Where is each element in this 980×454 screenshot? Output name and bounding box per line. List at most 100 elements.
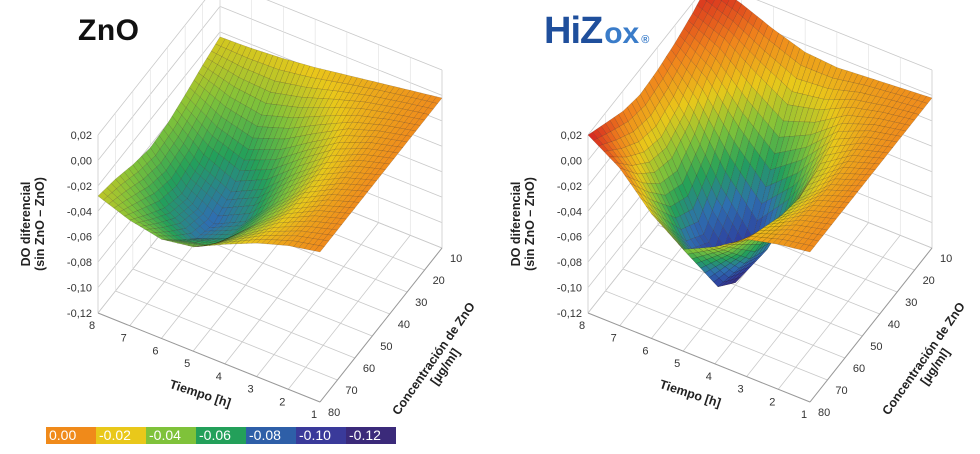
chart-panel-hizox: HiZ ox ® 0,02 0,00 -0,02 -0,04 -0,06 -0,08 -0,10… [490,0,980,420]
axis-ticks: 0,02 0,00 -0,02 -0,04 -0,06 -0,08 -0,10 -0,12 1 2… [557,130,952,420]
z-tick-label: 0,00 [561,155,582,167]
y-tick-label: 70 [345,385,357,397]
z-grid-line [756,0,933,71]
x-tick-label: 6 [152,345,158,357]
surface-patch [203,244,214,247]
z-tick-label: -0,12 [67,308,92,320]
z-grid-line [266,0,443,71]
y-axis-label-line1: Concentración de ZnO [390,300,479,418]
color-scale-swatch: -0.02 [96,427,146,444]
y-tick-label: 20 [433,275,445,287]
y-tick-label: 60 [363,363,375,375]
z-tick-label: -0,06 [67,232,92,244]
z-tick-label: -0,12 [557,308,582,320]
x-tick-label: 2 [769,396,775,408]
x-axis-label: Tiempo [h] [658,377,723,410]
x-tick-label: 3 [738,384,744,396]
y-axis-label: Concentración de ZnO[µg/ml] [880,300,980,420]
y-tick-label: 30 [415,297,427,309]
color-scale-swatch: -0.10 [296,427,346,444]
x-tick-label: 5 [184,358,190,370]
surface-patch [598,144,609,152]
y-tick-label: 80 [328,407,340,419]
y-tick-label: 60 [853,363,865,375]
surface-patch [735,238,746,242]
surface-patch [171,241,182,244]
z-tick-label: 0,02 [561,130,582,142]
z-tick-label: -0,04 [557,206,582,218]
y-tick-label: 40 [888,319,900,331]
surface [587,0,933,288]
surface-patch [287,240,299,247]
x-tick-label: 4 [216,371,222,383]
y-axis-label: Concentración de ZnO[µg/ml] [390,300,490,420]
logo-hiz-text: HiZ [544,10,603,52]
surface-patch [693,247,704,253]
y-tick-label: 80 [818,407,830,419]
surface-patch [314,245,325,253]
y-tick-label: 50 [380,341,392,353]
floor-grid-line [622,268,846,359]
x-tick-label: 1 [801,409,807,420]
logo-registered-mark: ® [641,34,650,46]
y-tick-label: 20 [923,275,935,287]
chart-panel-zno: ZnO 0,02 0,00 -0,02 -0,04 -0,06 -0,08 -0,10 -0,… [0,0,490,420]
floor-grid-line [605,290,828,381]
floor-grid-line [640,246,863,337]
floor-grid-line [746,222,869,377]
floor-grid-line [287,235,411,390]
z-grid-line [219,6,443,96]
z-grid-line [587,0,696,136]
surface-patch [224,241,235,245]
z-axis-label: DO diferencial(sin ZnO – ZnO) [19,177,47,271]
floor-edge [587,312,811,403]
floor-grid-line [256,222,379,377]
floor-grid-line [132,268,356,359]
x-tick-label: 3 [248,384,254,396]
color-scale-swatch: -0.08 [246,427,296,444]
surface-patch [703,247,715,251]
z-axis-label-line1: DO diferencial [509,182,523,267]
surface-patch [608,156,620,164]
x-tick-label: 1 [311,409,317,420]
surface-patch [187,245,198,248]
surface-patch [656,219,667,230]
z-axis-label-line2: (sin ZnO – ZnO) [523,177,537,271]
surface [97,36,443,253]
surface-patch [804,245,815,253]
y-tick-label: 50 [870,341,882,353]
hizox-logo: HiZ ox ® [544,10,649,53]
z-tick-label: -0,08 [67,257,92,269]
x-tick-label: 8 [579,320,585,332]
x-tick-label: 4 [706,371,712,383]
z-tick-label: -0,08 [557,257,582,269]
color-scale-swatch: -0.12 [346,427,396,444]
surface-patch [629,182,641,194]
color-scale-swatch: -0.04 [146,427,196,444]
z-grid-line [97,0,206,136]
x-tick-label: 8 [89,320,95,332]
surface-patch [182,243,193,246]
z-grid-line [97,31,221,187]
z-tick-label: -0,06 [557,232,582,244]
z-tick-label: 0,02 [71,130,92,142]
x-tick-label: 7 [121,333,127,345]
x-tick-label: 5 [674,358,680,370]
y-tick-label: 30 [905,297,917,309]
surface-patch [730,240,741,244]
surface-patch [725,242,736,245]
surface-patch [667,231,678,242]
y-tick-label: 40 [398,319,410,331]
floor-edge [319,247,443,403]
surface-chart-zno: 0,02 0,00 -0,02 -0,04 -0,06 -0,08 -0,10 -0,12 1 2… [19,0,490,420]
floor-edge [97,312,321,403]
surface-chart-hizox: 0,02 0,00 -0,02 -0,04 -0,06 -0,08 -0,10 -0,12 1 2… [509,0,980,420]
x-axis-label: Tiempo [h] [168,377,233,410]
surface-patch [741,236,752,241]
z-tick-label: -0,02 [557,181,582,193]
floor-grid-line [777,235,901,390]
x-tick-label: 2 [279,396,285,408]
z-tick-label: -0,10 [67,283,92,295]
z-grid-line [97,6,221,161]
surface-patch [645,206,656,218]
